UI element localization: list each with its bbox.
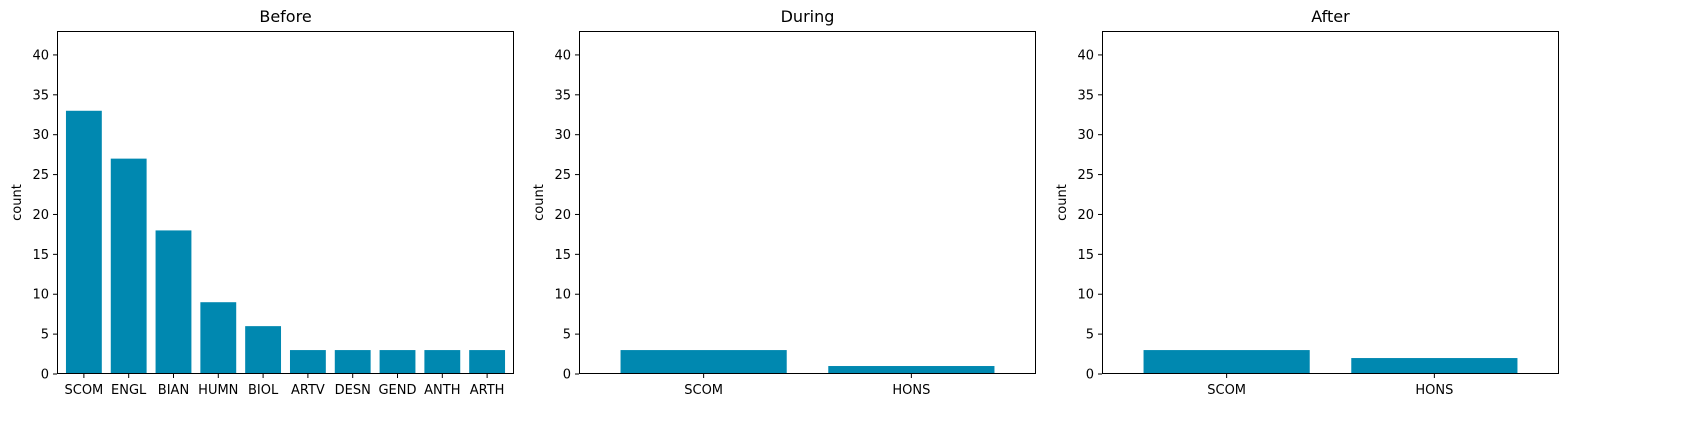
y-tick-label: 35: [32, 88, 49, 103]
x-tick-label: HONS: [1415, 383, 1453, 398]
y-tick-label: 30: [554, 128, 571, 143]
x-tick-label: BIOL: [248, 383, 279, 398]
x-tick-label: HUMN: [198, 383, 238, 398]
y-tick-label: 15: [32, 248, 49, 263]
y-tick-label: 25: [554, 168, 571, 183]
chart-panel-1: 0 5 10 15 20 25 30 35 40 SCOM HONS During count: [532, 7, 1036, 398]
bar-gend: [379, 350, 416, 374]
bar-humn: [200, 302, 237, 374]
y-tick-label: 35: [1077, 88, 1094, 103]
bar-scom: [620, 350, 787, 374]
y-axis-label: count: [10, 184, 25, 221]
bar-bian: [155, 230, 192, 374]
y-tick-label: 40: [1077, 48, 1094, 63]
y-axis-label: count: [1055, 184, 1070, 221]
chart-title: After: [1311, 7, 1350, 26]
y-tick-label: 0: [563, 368, 571, 383]
y-tick-label: 15: [554, 248, 571, 263]
y-tick-label: 25: [32, 168, 49, 183]
bar-hons: [828, 366, 995, 374]
bar-desn: [334, 350, 371, 374]
bar-arth: [469, 350, 506, 374]
x-tick-label: ARTH: [470, 383, 505, 398]
y-tick-label: 0: [1086, 368, 1094, 383]
y-tick-label: 35: [554, 88, 571, 103]
plot-frame: [579, 31, 1036, 374]
y-tick-label: 0: [41, 368, 49, 383]
y-tick-label: 5: [563, 328, 571, 343]
y-tick-label: 20: [1077, 208, 1094, 223]
x-tick-label: ARTV: [291, 383, 325, 398]
chart-title: During: [781, 7, 835, 26]
y-tick-label: 30: [32, 128, 49, 143]
bar-biol: [245, 326, 282, 374]
y-tick-label: 10: [554, 288, 571, 303]
y-tick-label: 30: [1077, 128, 1094, 143]
chart-title: Before: [259, 7, 311, 26]
y-tick-label: 40: [554, 48, 571, 63]
x-tick-label: ENGL: [111, 383, 147, 398]
x-tick-label: DESN: [335, 383, 371, 398]
y-tick-label: 20: [32, 208, 49, 223]
chart-panel-2: 0 5 10 15 20 25 30 35 40 SCOM HONS After count: [1055, 7, 1559, 398]
x-tick-label: GEND: [378, 383, 416, 398]
bar-scom: [65, 110, 102, 374]
y-tick-label: 20: [554, 208, 571, 223]
y-tick-label: 5: [1086, 328, 1094, 343]
bar-anth: [424, 350, 461, 374]
plot-frame: [57, 31, 514, 374]
x-tick-label: HONS: [892, 383, 930, 398]
bar-artv: [289, 350, 326, 374]
x-tick-label: SCOM: [684, 383, 723, 398]
y-tick-label: 10: [32, 288, 49, 303]
x-tick-label: ANTH: [424, 383, 460, 398]
plot-frame: [1102, 31, 1559, 374]
y-tick-label: 40: [32, 48, 49, 63]
x-tick-label: SCOM: [64, 383, 103, 398]
x-tick-label: SCOM: [1207, 383, 1246, 398]
y-axis-label: count: [532, 184, 547, 221]
x-tick-label: BIAN: [158, 383, 189, 398]
y-tick-label: 25: [1077, 168, 1094, 183]
chart-panel-0: 0 5 10 15 20 25 30 35 40 SCOM ENGL BIAN HUMN BIOL ARTV…: [10, 7, 514, 398]
bar-engl: [110, 158, 147, 374]
y-tick-label: 5: [41, 328, 49, 343]
y-tick-label: 15: [1077, 248, 1094, 263]
y-tick-label: 10: [1077, 288, 1094, 303]
bar-scom: [1143, 350, 1310, 374]
bar-hons: [1351, 358, 1518, 374]
